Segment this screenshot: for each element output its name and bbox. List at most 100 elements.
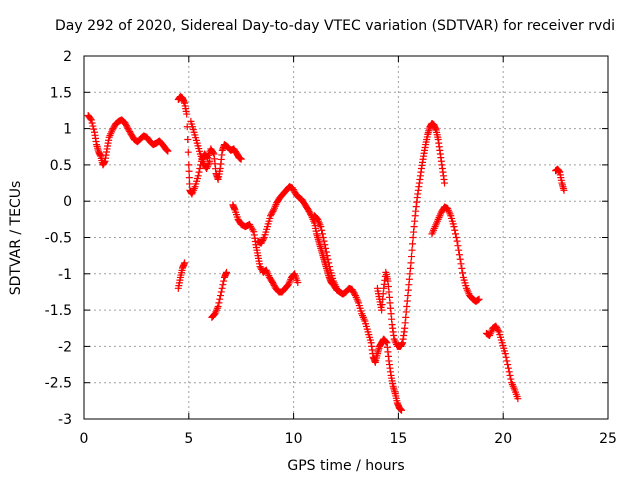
data-point	[185, 167, 193, 175]
data-point	[269, 207, 277, 215]
series-arc-3	[174, 93, 245, 198]
data-point	[237, 155, 245, 163]
y-tick-label: 0.5	[50, 158, 72, 174]
data-point	[318, 226, 326, 234]
data-point	[441, 179, 449, 187]
data-point	[475, 295, 483, 303]
data-point	[217, 288, 225, 296]
grid	[84, 56, 608, 419]
data-point	[507, 375, 515, 383]
data-point	[220, 277, 228, 285]
series-arc-10	[428, 203, 483, 305]
y-tick-label: -1	[58, 267, 72, 283]
plot-frame	[83, 55, 609, 420]
data-point	[183, 110, 191, 118]
data-point	[215, 299, 223, 307]
x-tick-label: 20	[494, 431, 512, 447]
y-tick-label: -1.5	[45, 303, 72, 319]
data-point	[408, 253, 415, 261]
data-point	[560, 186, 568, 194]
data-point	[452, 230, 460, 238]
data-point	[458, 264, 466, 272]
data-point	[319, 234, 327, 241]
data-point	[455, 251, 463, 259]
data-point	[504, 361, 512, 369]
data-point	[322, 244, 330, 252]
data-point	[216, 295, 224, 303]
data-point	[504, 364, 512, 372]
data-point	[351, 290, 359, 298]
data-point	[185, 161, 193, 169]
data-point	[321, 241, 329, 249]
series-arc-9	[373, 120, 449, 350]
data-point	[409, 240, 417, 248]
chart-title: Day 292 of 2020, Sidereal Day-to-day VTE…	[55, 18, 615, 34]
y-tick-label: 1	[63, 122, 72, 138]
data-point	[214, 302, 222, 310]
data-point	[450, 223, 458, 231]
data-point	[194, 172, 202, 180]
data-point	[259, 235, 267, 243]
y-tick-label: -2	[58, 339, 72, 355]
data-point	[320, 237, 328, 245]
data-point	[184, 148, 192, 156]
y-tick-label: -0.5	[45, 231, 72, 247]
y-tick-label: -2.5	[45, 376, 72, 392]
data-point	[195, 168, 203, 176]
data-point	[506, 371, 514, 379]
series-arc-1	[84, 112, 172, 169]
series-arc-5	[208, 268, 231, 321]
data-point	[89, 122, 97, 130]
data-point	[184, 135, 192, 143]
data-point	[90, 125, 98, 133]
data-point	[219, 281, 227, 289]
y-tick-label: 2	[63, 49, 72, 65]
data-point	[505, 368, 513, 376]
data-point	[294, 279, 302, 287]
data-point	[87, 116, 95, 124]
data-point	[452, 234, 460, 241]
series-arc-11	[482, 322, 522, 403]
data-point	[455, 246, 463, 254]
y-tick-label: 1.5	[50, 85, 72, 101]
data-point	[408, 246, 416, 254]
data-point	[359, 313, 367, 321]
series-arc-6	[229, 201, 302, 296]
data-point	[494, 326, 502, 334]
series-arc-12	[552, 165, 568, 194]
data-point	[457, 260, 465, 268]
series-arc-4	[187, 117, 214, 173]
data-point	[333, 284, 341, 292]
data-point	[196, 165, 204, 173]
data-point	[398, 406, 406, 414]
data-point	[185, 174, 193, 182]
series-arc-8	[311, 212, 341, 292]
y-tick-labels: -3 -2.5 -2 -1.5 -1 -0.5 0 0.5 1 1.5 2	[45, 49, 72, 428]
data-point	[307, 210, 315, 218]
x-tick-label: 10	[285, 431, 303, 447]
data-point	[181, 259, 189, 267]
data-point	[322, 248, 330, 256]
data-point	[87, 115, 95, 123]
data-point	[323, 252, 331, 260]
y-axis-label: SDTVAR / TECUs	[8, 181, 24, 296]
data-point	[451, 226, 459, 234]
data-point	[325, 259, 333, 267]
data-point	[456, 255, 464, 263]
data-point	[317, 223, 325, 231]
data-point	[454, 242, 462, 250]
data-point	[218, 284, 226, 292]
data-point	[217, 292, 225, 300]
axis-ticks	[83, 55, 609, 420]
x-tick-label: 25	[599, 431, 617, 447]
series-arc-2	[174, 259, 189, 292]
y-tick-label: 0	[63, 194, 72, 210]
x-tick-label: 0	[80, 431, 89, 447]
data-point	[164, 147, 172, 155]
x-tick-label: 5	[184, 431, 193, 447]
y-tick-label: -3	[58, 412, 72, 428]
data-point	[382, 338, 390, 346]
data-point	[325, 263, 333, 271]
data-point	[459, 269, 467, 277]
